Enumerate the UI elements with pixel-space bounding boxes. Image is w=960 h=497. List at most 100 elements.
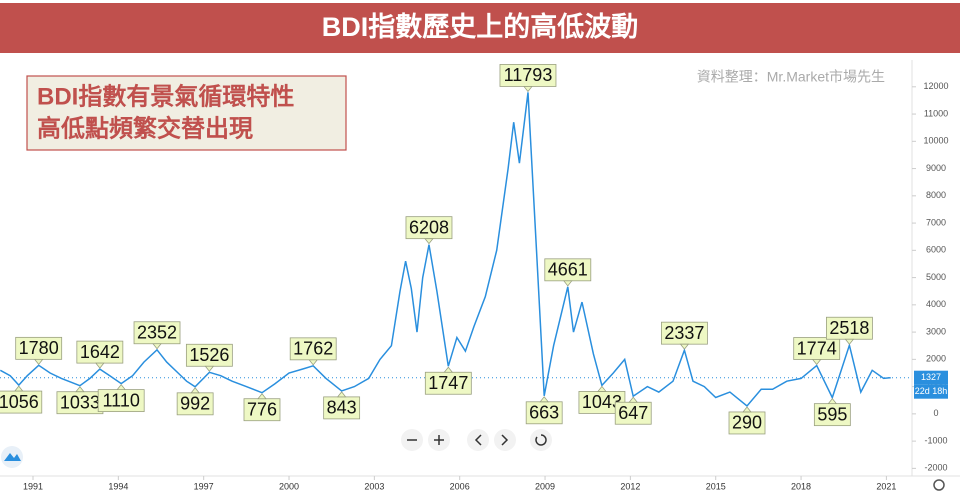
y-tick-label: 11000 [924, 108, 948, 118]
y-tick-label: 0 [933, 408, 938, 418]
annotation: 1526 [185, 343, 233, 372]
annotation: 11793 [499, 64, 557, 93]
annotation-pointer [628, 396, 639, 403]
annotation: 2352 [133, 321, 181, 350]
annotation-label: 1110 [102, 390, 139, 410]
y-tick-label: 9000 [926, 163, 946, 173]
annotation: 647 [614, 396, 652, 425]
y-tick-label: 2000 [926, 354, 946, 364]
x-tick-label: 2021 [876, 481, 896, 491]
annotation-label: 843 [327, 398, 357, 418]
annotation-label: 1056 [0, 392, 39, 412]
annotation-pointer [539, 396, 550, 403]
annotation: 1033 [56, 386, 104, 415]
annotation: 1056 [0, 385, 43, 414]
icon [474, 434, 482, 446]
annotation: 776 [243, 393, 281, 422]
annotation: 1747 [424, 366, 472, 395]
toolbar [401, 429, 552, 451]
annotation: 1043 [578, 385, 626, 414]
annotation: 663 [525, 396, 563, 425]
annotation-pointer [811, 359, 822, 366]
y-tick-label: 3000 [926, 326, 946, 336]
annotation-pointer [152, 343, 162, 350]
y-tick-label: 10000 [923, 136, 948, 146]
reset-button[interactable] [530, 429, 552, 451]
annotation-label: 2337 [664, 323, 704, 343]
annotation-label: 1780 [19, 338, 59, 358]
annotation-label: 2518 [829, 318, 869, 338]
annotation-pointer [75, 386, 85, 393]
scroll-left-button[interactable] [467, 429, 489, 451]
y-tick-label: 7000 [926, 217, 946, 227]
y-tick-label: -1000 [924, 435, 947, 445]
data-line [0, 92, 891, 408]
settings-button[interactable] [933, 479, 945, 491]
source-note: 資料整理：Mr.Market市場先生 [697, 69, 885, 85]
note-line: 高低點頻繁交替出現 [37, 114, 253, 142]
annotations: 1056 1780 1033 1642 1110 2352 992 1526 776 1762 84… [0, 64, 873, 435]
annotation-pointer [523, 86, 533, 93]
icon [501, 434, 509, 446]
annotation: 1762 [289, 337, 337, 366]
annotation-label: 6208 [409, 217, 449, 237]
annotation: 595 [813, 398, 851, 427]
x-tick-label: 2012 [620, 481, 640, 491]
annotation-label: 11793 [504, 65, 553, 85]
annotation-label: 1043 [582, 392, 622, 412]
countdown-label: 22d 18h [915, 386, 948, 396]
annotation: 1642 [76, 340, 124, 369]
icon [535, 434, 547, 446]
annotation-pointer [424, 238, 434, 245]
annotation-pointer [308, 359, 319, 366]
annotation: 1110 [97, 383, 145, 413]
annotation-pointer [742, 406, 752, 413]
annotation-label: 1762 [293, 339, 333, 359]
last-value-label: 1327 [921, 372, 941, 382]
annotation-pointer [336, 391, 347, 398]
annotation-pointer [13, 385, 24, 392]
annotation-pointer [33, 358, 44, 365]
annotation: 2518 [826, 316, 873, 345]
y-tick-label: 8000 [926, 190, 946, 200]
annotation: 290 [728, 406, 766, 435]
annotation-pointer [190, 387, 200, 394]
y-tick-label: 6000 [926, 245, 946, 255]
plot-area: -2000-1000010002000300040005000600070008… [0, 64, 949, 491]
logo [1, 446, 23, 468]
x-tick-label: 2015 [706, 481, 726, 491]
annotation-pointer [562, 280, 573, 287]
x-tick-label: 1997 [194, 481, 214, 491]
annotation-label: 1526 [189, 345, 229, 365]
annotation: 1774 [793, 337, 841, 366]
x-tick-label: 2006 [450, 481, 470, 491]
annotation-label: 647 [618, 403, 648, 423]
annotation-pointer [827, 398, 838, 405]
annotation-label: 992 [180, 394, 210, 414]
last-value-badge [914, 370, 948, 385]
annotation-label: 776 [247, 399, 277, 419]
y-tick-label: 5000 [926, 272, 946, 282]
x-tick-label: 2003 [364, 481, 384, 491]
annotation-label: 1033 [60, 392, 100, 412]
annotation-label: 4661 [548, 260, 588, 280]
annotation-label: 290 [732, 413, 762, 433]
annotation-label: 595 [817, 404, 847, 424]
scroll-right-button[interactable] [494, 429, 516, 451]
y-tick-label: 4000 [926, 299, 946, 309]
annotation-label: 663 [529, 403, 559, 423]
annotation: 1780 [15, 336, 63, 365]
annotation: 6208 [405, 216, 453, 245]
annotation-pointer [204, 365, 215, 372]
logo-icon [4, 453, 21, 461]
note-box [26, 75, 347, 151]
x-tick-label: 1991 [23, 481, 43, 491]
annotation-pointer [95, 362, 105, 369]
annotation-label: 2352 [137, 323, 177, 343]
annotation: 4661 [544, 258, 592, 287]
annotation-pointer [679, 343, 690, 350]
y-tick-label: -2000 [924, 463, 947, 473]
annotation-label: 1747 [428, 373, 468, 393]
note-line: BDI指數有景氣循環特性 [37, 82, 294, 110]
